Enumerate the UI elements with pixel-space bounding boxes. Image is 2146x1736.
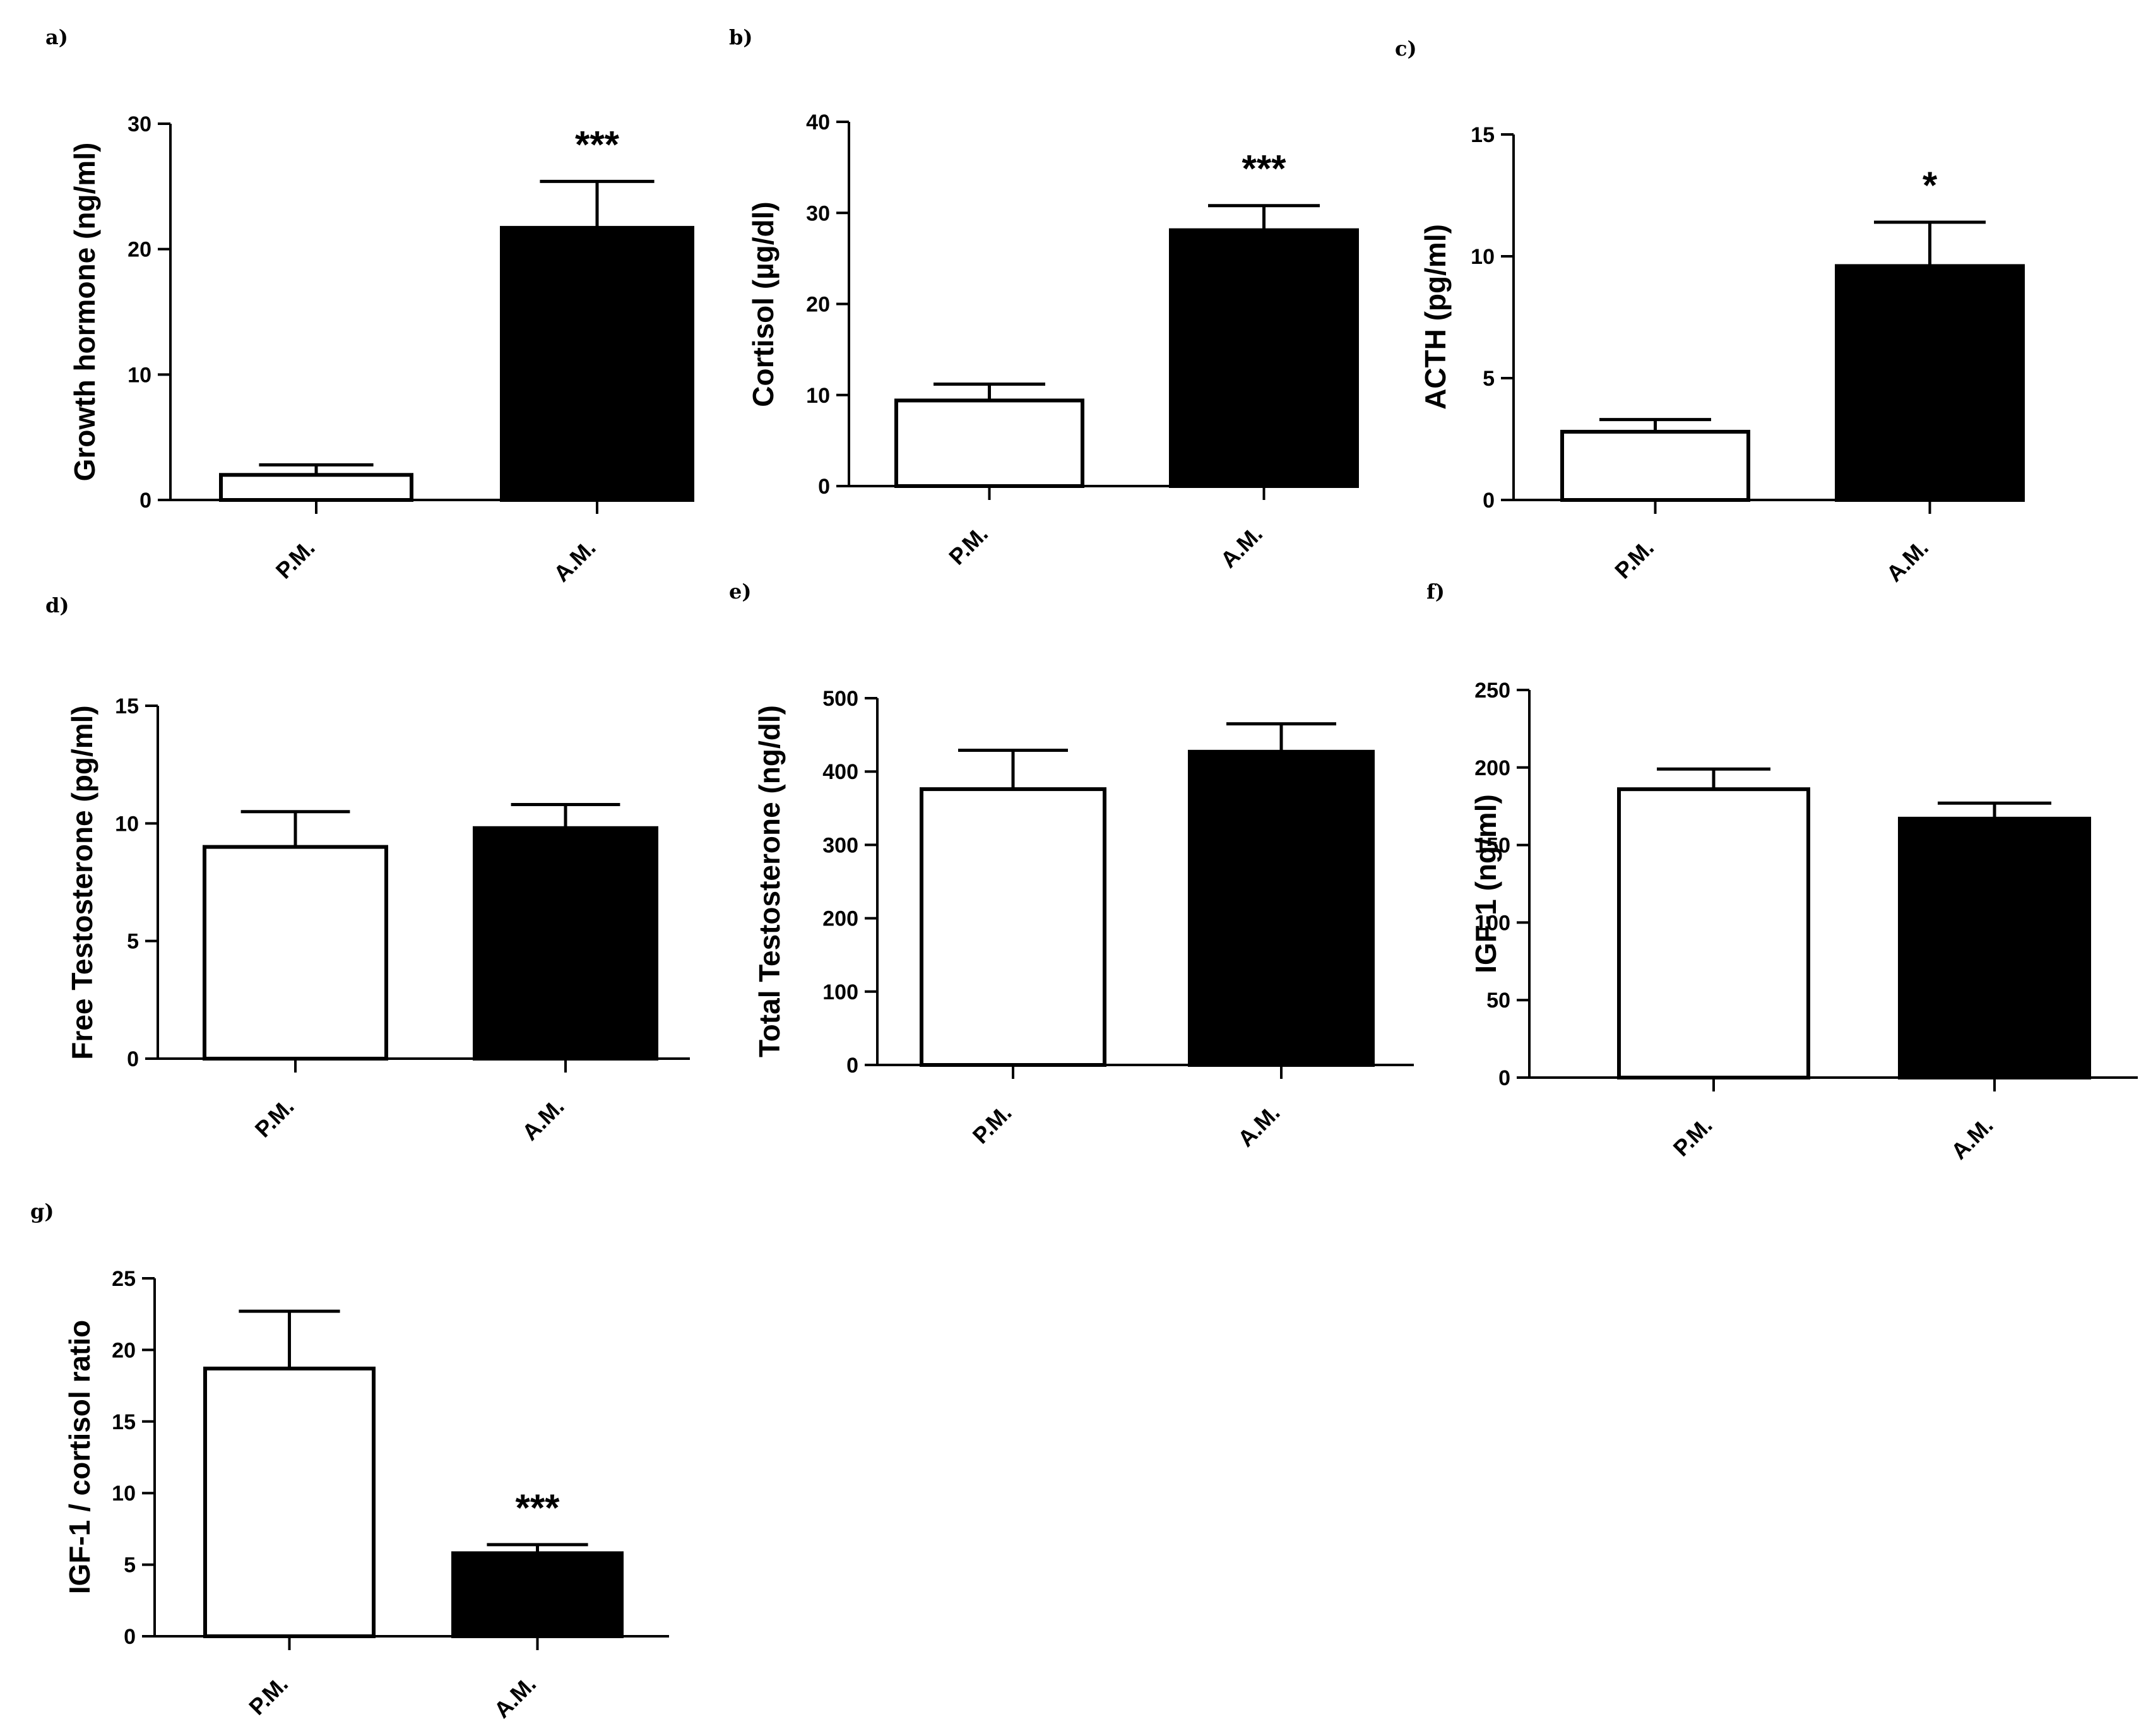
y-tick-label: 250 xyxy=(1474,679,1510,703)
y-tick-label: 150 xyxy=(1474,834,1510,858)
panel-letter: c) xyxy=(1395,37,1417,61)
y-axis-label: Free Testosterone (pg/ml) xyxy=(66,705,98,1059)
y-tick-label: 50 xyxy=(1486,989,1510,1013)
y-tick-label: 10 xyxy=(112,1482,136,1506)
bar xyxy=(1898,816,2091,1080)
x-tick-label: P.M. xyxy=(944,521,993,570)
y-tick-label: 5 xyxy=(124,1554,136,1578)
y-tick-label: 100 xyxy=(822,980,858,1004)
y-tick-label: 0 xyxy=(139,489,151,513)
bar xyxy=(1835,264,2025,502)
y-tick-label: 10 xyxy=(115,812,139,836)
panel-letter: a) xyxy=(45,25,68,49)
panel-letter: f) xyxy=(1426,580,1445,603)
panel-letter: b) xyxy=(729,25,753,49)
y-tick-label: 10 xyxy=(127,363,151,387)
bar xyxy=(203,845,388,1061)
y-tick-label: 5 xyxy=(127,930,139,954)
significance-marker: * xyxy=(1923,164,1938,206)
bar xyxy=(894,398,1084,489)
bar xyxy=(500,225,694,502)
x-tick-label: P.M. xyxy=(1668,1112,1717,1162)
y-tick-label: 300 xyxy=(822,833,858,857)
y-tick-label: 0 xyxy=(1483,489,1495,513)
x-tick-label: A.M. xyxy=(1881,535,1933,587)
y-tick-label: 200 xyxy=(1474,756,1510,780)
chart-panel-b: b) Cortisol (µg/dl) P.M. *** A.M. 0 10 20 30 40 xyxy=(729,25,1359,573)
y-tick-label: 15 xyxy=(115,694,139,718)
bar xyxy=(203,1366,376,1639)
y-tick-label: 0 xyxy=(127,1047,139,1071)
bar xyxy=(1188,749,1375,1067)
y-axis-label: IGF-1 (ng/ml) xyxy=(1469,794,1502,973)
bar xyxy=(920,787,1106,1067)
significance-marker: *** xyxy=(515,1487,560,1529)
x-tick-label: A.M. xyxy=(1215,521,1267,573)
bar xyxy=(1617,787,1810,1079)
x-tick-label: A.M. xyxy=(489,1671,541,1723)
y-axis-label: Cortisol (µg/dl) xyxy=(747,201,780,407)
y-tick-label: 20 xyxy=(806,293,830,317)
y-tick-label: 0 xyxy=(846,1054,858,1078)
significance-marker: *** xyxy=(1242,148,1286,190)
bar xyxy=(1560,429,1750,502)
y-axis-label: IGF-1 / cortisol ratio xyxy=(63,1320,96,1595)
x-tick-label: P.M. xyxy=(244,1671,293,1720)
bar xyxy=(473,826,658,1061)
bar xyxy=(451,1551,624,1639)
y-tick-label: 20 xyxy=(112,1338,136,1362)
x-tick-label: A.M. xyxy=(517,1093,569,1146)
x-tick-label: A.M. xyxy=(548,535,601,587)
bar xyxy=(219,473,413,502)
panel-letter: d) xyxy=(45,593,69,617)
y-tick-label: 500 xyxy=(822,687,858,711)
y-tick-label: 5 xyxy=(1483,367,1495,391)
y-tick-label: 400 xyxy=(822,760,858,784)
y-tick-label: 10 xyxy=(1471,245,1495,269)
y-tick-label: 100 xyxy=(1474,911,1510,935)
y-tick-label: 20 xyxy=(127,238,151,262)
chart-panel-e: e) Total Testosterone (ng/dl) P.M. A.M. 0 100… xyxy=(729,580,1414,1151)
y-axis-label: ACTH (pg/ml) xyxy=(1419,224,1452,410)
y-tick-label: 25 xyxy=(112,1267,136,1291)
y-tick-label: 40 xyxy=(806,110,830,134)
panel-letter: e) xyxy=(729,580,752,603)
chart-panel-f: f) IGF-1 (ng/ml) P.M. A.M. 0 50 100 150 200 250 xyxy=(1426,580,2138,1164)
x-tick-label: P.M. xyxy=(1610,535,1659,584)
y-tick-label: 0 xyxy=(124,1625,136,1649)
y-tick-label: 0 xyxy=(1498,1066,1510,1090)
y-axis-label: Total Testosterone (ng/dl) xyxy=(753,705,786,1057)
y-tick-label: 10 xyxy=(806,384,830,408)
chart-panel-g: g) IGF-1 / cortisol ratio P.M. *** A.M. 0 5 10 1… xyxy=(30,1199,669,1723)
y-tick-label: 15 xyxy=(112,1410,136,1434)
x-tick-label: A.M. xyxy=(1233,1100,1285,1152)
x-tick-label: A.M. xyxy=(1946,1112,1998,1165)
y-tick-label: 0 xyxy=(818,475,830,499)
x-tick-label: P.M. xyxy=(968,1100,1017,1149)
chart-panel-d: d) Free Testosterone (pg/ml) P.M. A.M. 0 5 10 1… xyxy=(45,593,690,1145)
x-tick-label: P.M. xyxy=(271,535,320,584)
bar xyxy=(1169,228,1359,488)
y-tick-label: 30 xyxy=(806,201,830,225)
chart-panel-a: a) Growth hormone (ng/ml) P.M. *** A.M. 0 10 20… xyxy=(45,25,694,587)
y-tick-label: 200 xyxy=(822,907,858,931)
chart-panel-c: c) ACTH (pg/ml) P.M. * A.M. 0 5 10 15 xyxy=(1395,37,2025,587)
y-tick-label: 30 xyxy=(127,112,151,136)
significance-marker: *** xyxy=(575,123,620,165)
y-tick-label: 15 xyxy=(1471,123,1495,147)
y-axis-label: Growth hormone (ng/ml) xyxy=(68,143,101,482)
panel-letter: g) xyxy=(30,1199,54,1223)
x-tick-label: P.M. xyxy=(250,1093,299,1143)
